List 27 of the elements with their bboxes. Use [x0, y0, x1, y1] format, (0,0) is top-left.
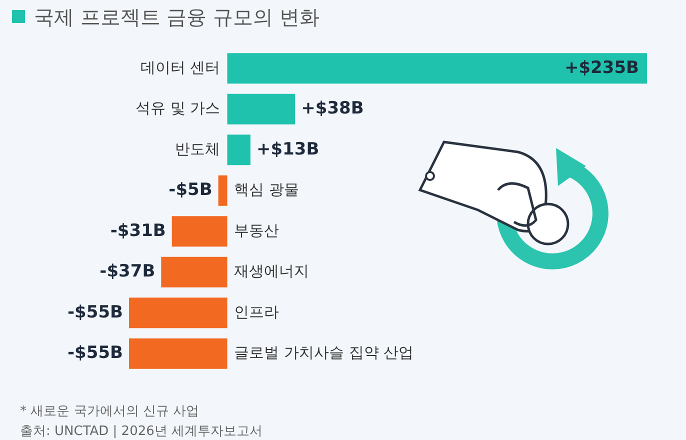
y-tick-label: 데이터 센터	[140, 58, 220, 76]
data-label: -$5B	[168, 180, 212, 200]
text: * 새로운 국가에서의 신규 사업	[20, 403, 200, 421]
source-note: 출처: UNCTAD | 2026년 세계투자보고서	[20, 423, 263, 440]
data-label: -$37B	[100, 262, 156, 282]
bar	[129, 338, 228, 369]
data-label: -$55B	[68, 302, 123, 322]
bar	[227, 94, 296, 124]
data-label: -$55B	[68, 343, 123, 364]
y-tick-label: 반도체	[175, 140, 220, 158]
y-tick-label: 재생에너지	[234, 262, 310, 280]
y-tick-label: 부동산	[234, 221, 280, 240]
bar	[161, 256, 228, 288]
chart-title: 국제 프로젝트 금융 규모의 변화	[34, 4, 320, 30]
bar	[129, 298, 228, 328]
y-tick-label: 석유 및 가스	[136, 99, 220, 118]
data-label: -$31B	[110, 220, 166, 241]
bar	[172, 216, 228, 247]
data-label: +$235B	[564, 58, 639, 78]
bar	[227, 53, 647, 84]
y-tick-label: 인프라	[234, 302, 280, 321]
bar	[218, 175, 228, 206]
data-label: +$13B	[256, 139, 320, 160]
data-label: +$38B	[301, 98, 364, 119]
y-tick-label: 핵심 광물	[234, 180, 300, 199]
bar	[227, 134, 250, 166]
y-tick-label: 글로벌 가치사슬 집약 산업	[234, 344, 414, 362]
